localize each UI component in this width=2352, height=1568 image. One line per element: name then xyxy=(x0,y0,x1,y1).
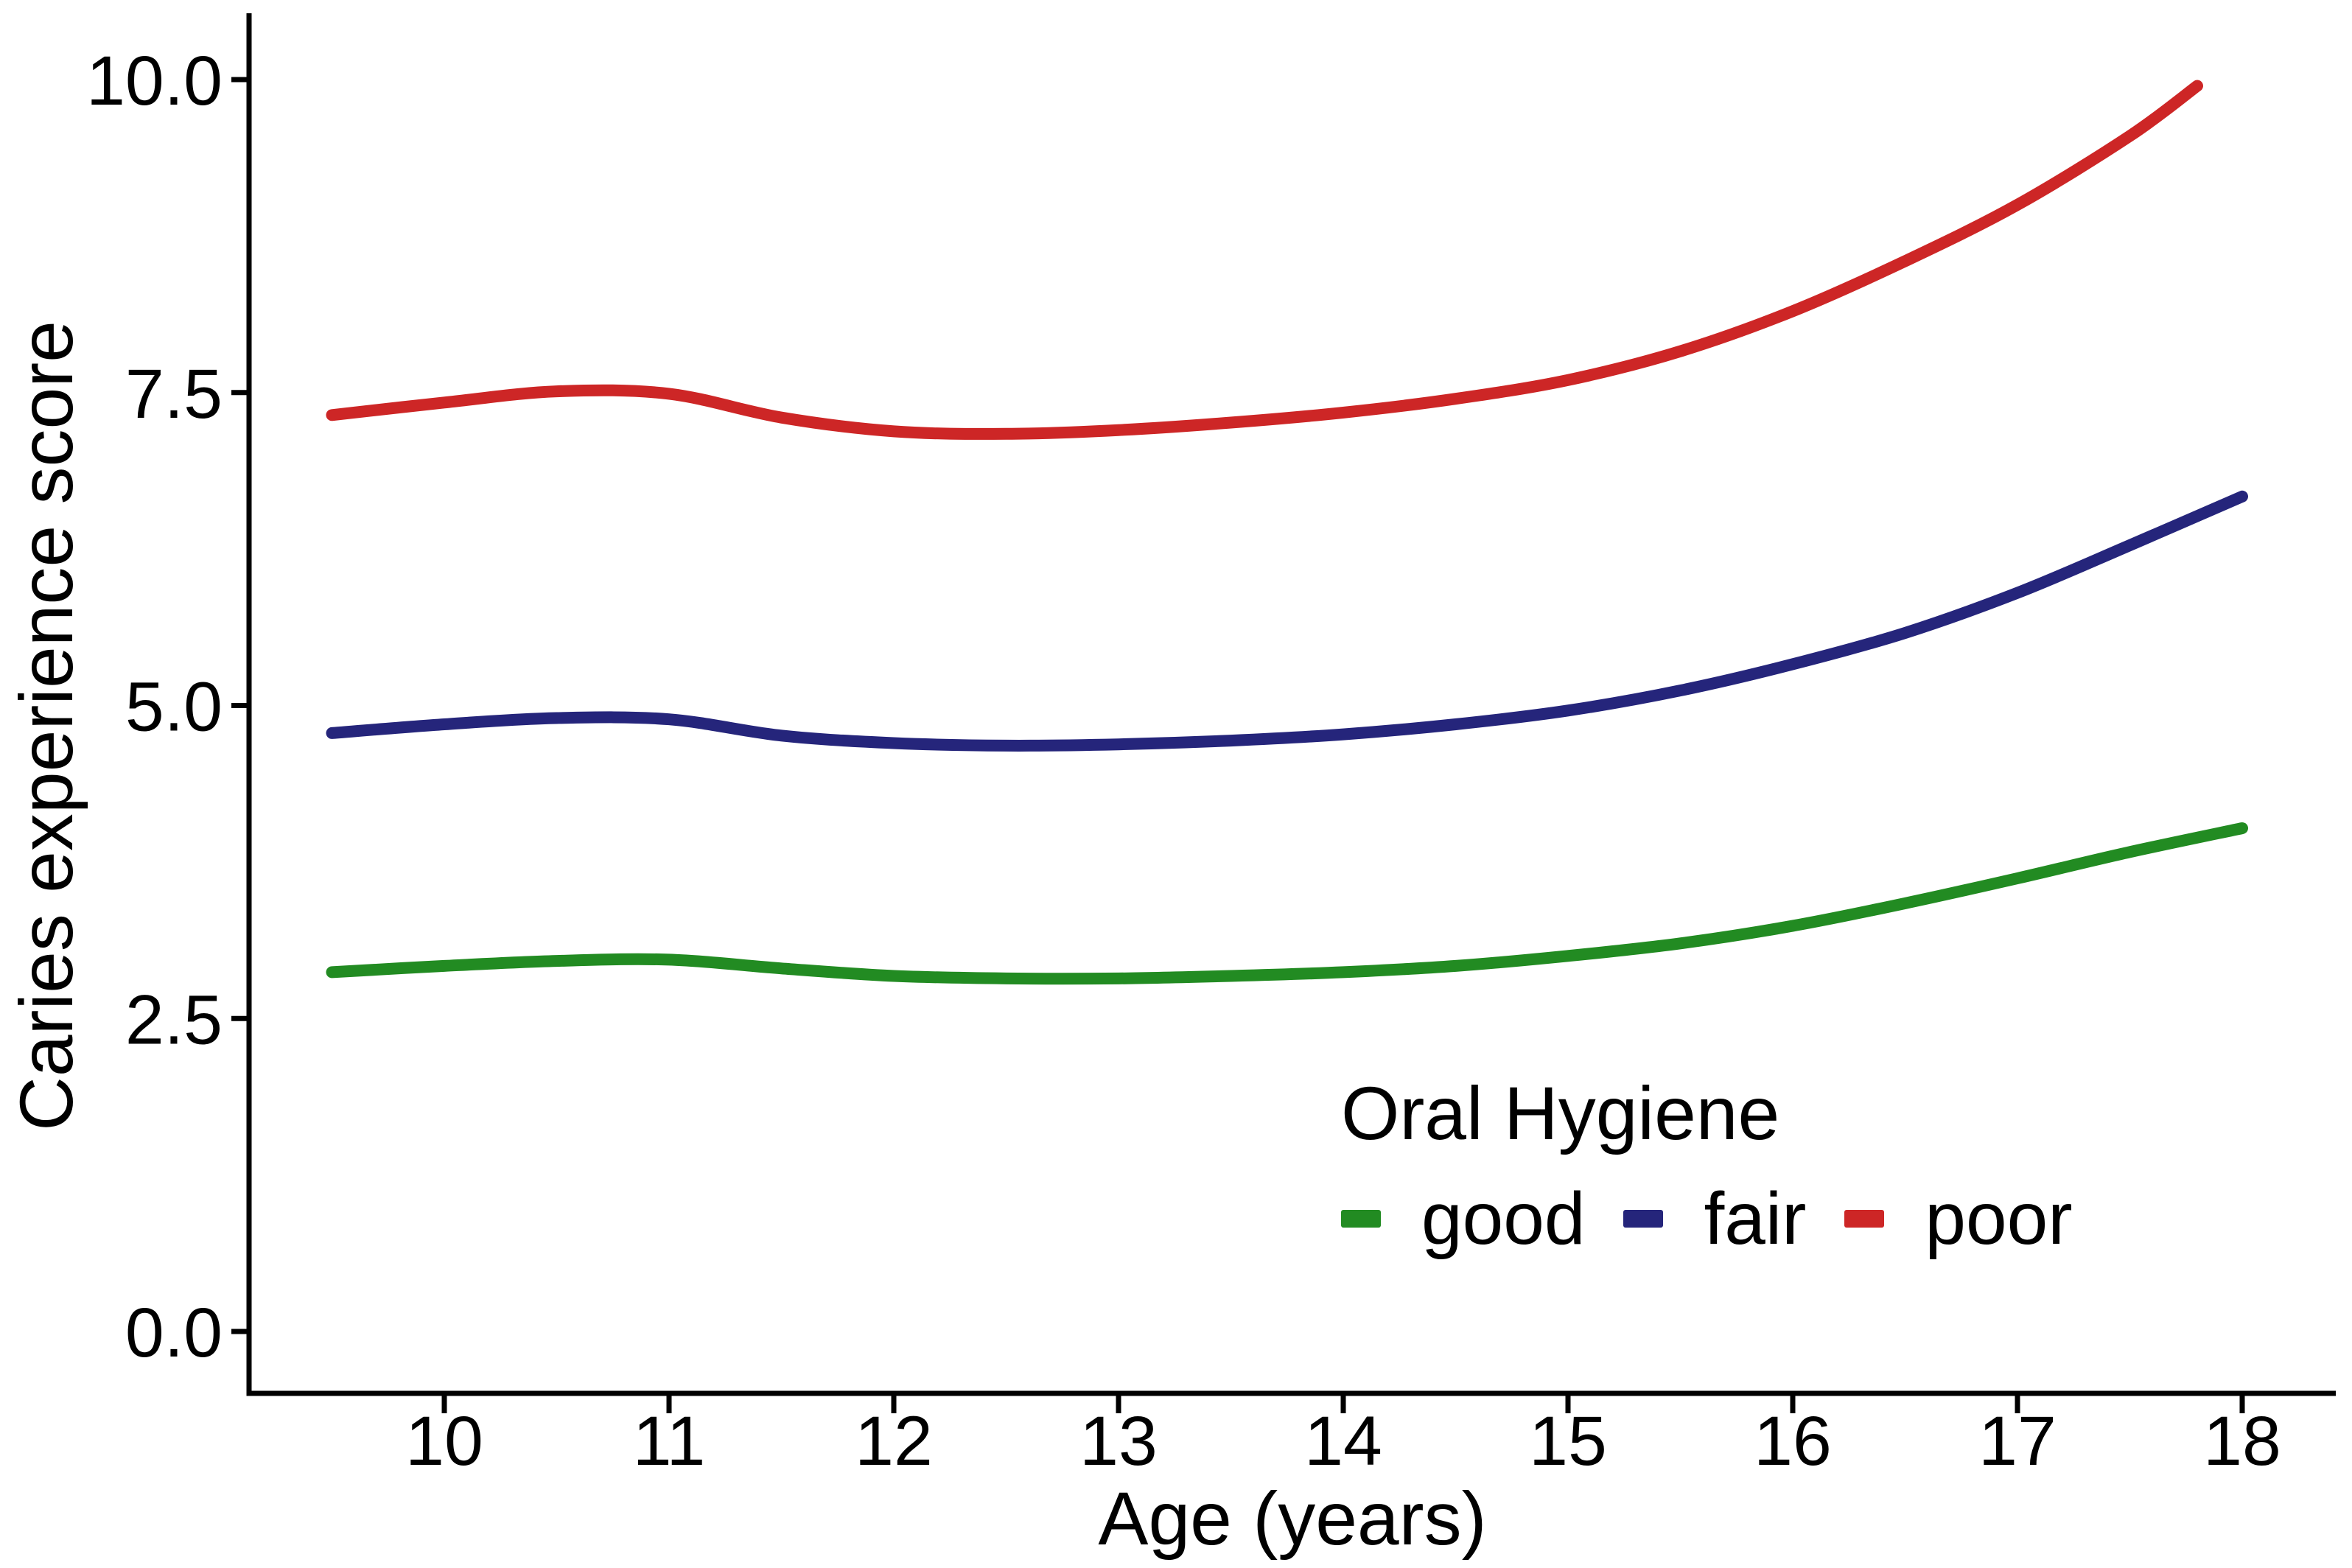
x-tick-label: 13 xyxy=(1079,1402,1158,1480)
x-tick-label: 16 xyxy=(1754,1402,1832,1480)
legend-entry-fair: fair xyxy=(1623,1175,1806,1263)
poor-line-swatch-icon xyxy=(1844,1209,1885,1228)
x-tick-label: 10 xyxy=(405,1402,483,1480)
legend-title: Oral Hygiene xyxy=(1341,1071,1780,1155)
series-line-poor xyxy=(326,80,2203,440)
good-line-swatch-icon xyxy=(1341,1209,1381,1228)
legend-entry-good: good xyxy=(1341,1175,1585,1263)
x-tick-label: 15 xyxy=(1529,1402,1607,1480)
data-curves xyxy=(326,80,2248,985)
x-axis-ticks: 10 11 12 13 14 15 16 17 18 xyxy=(405,1396,2281,1480)
y-tick-label: 10.0 xyxy=(86,42,223,120)
y-axis-title: Caries experience score xyxy=(4,321,88,1131)
series-line-fair xyxy=(326,490,2248,752)
y-axis-ticks: 0.0 2.5 5.0 7.5 10.0 xyxy=(86,42,247,1372)
fair-line-swatch-icon xyxy=(1623,1209,1664,1228)
legend: Oral Hygiene good fair poor xyxy=(1341,1067,2073,1263)
y-tick-label: 7.5 xyxy=(125,355,223,433)
y-tick-label: 0.0 xyxy=(125,1294,223,1372)
x-tick-label: 18 xyxy=(2203,1402,2281,1480)
x-tick-label: 17 xyxy=(1978,1402,2057,1480)
legend-label-good: good xyxy=(1421,1177,1586,1260)
legend-label-fair: fair xyxy=(1704,1177,1807,1260)
x-tick-label: 14 xyxy=(1304,1402,1382,1480)
x-axis-title: Age (years) xyxy=(1098,1477,1486,1561)
legend-label-poor: poor xyxy=(1925,1177,2073,1260)
y-tick-label: 5.0 xyxy=(125,668,223,746)
series-line-good xyxy=(326,822,2248,985)
x-tick-label: 12 xyxy=(855,1402,933,1480)
x-tick-label: 11 xyxy=(633,1402,706,1480)
legend-entries: good fair poor xyxy=(1341,1175,2073,1263)
legend-entry-poor: poor xyxy=(1844,1175,2073,1263)
y-tick-label: 2.5 xyxy=(125,981,223,1059)
